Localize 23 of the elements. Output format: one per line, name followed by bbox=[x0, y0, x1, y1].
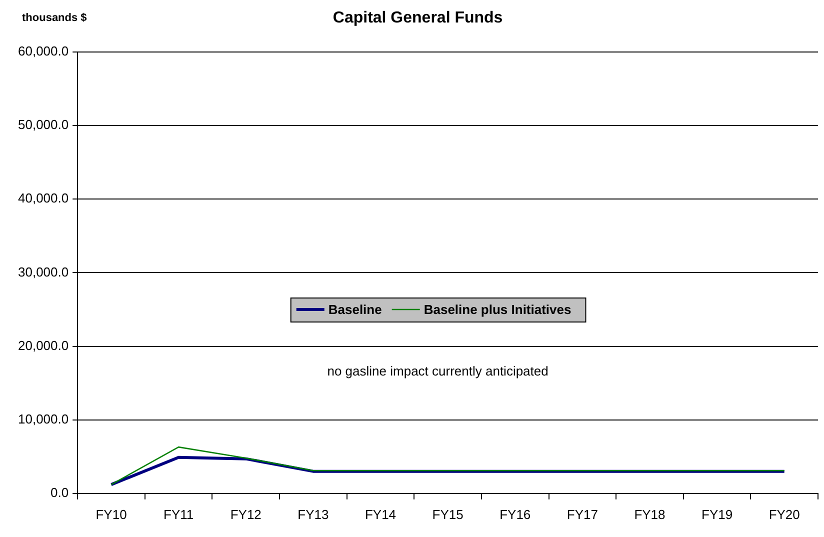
annotation: no gasline impact currently anticipated bbox=[327, 364, 548, 379]
y-tick-label: 10,000.0 bbox=[18, 411, 69, 426]
chart-title: Capital General Funds bbox=[332, 9, 503, 26]
y-axis-title: thousands $ bbox=[22, 12, 87, 24]
y-tick-label: 40,000.0 bbox=[18, 190, 69, 206]
x-tick-label: FY18 bbox=[634, 506, 666, 522]
x-tick-label: FY19 bbox=[702, 506, 733, 522]
y-tick-label: 50,000.0 bbox=[18, 117, 69, 132]
y-tick-label: 20,000.0 bbox=[18, 338, 69, 353]
x-tick-label: FY15 bbox=[432, 506, 464, 522]
x-tick-label: FY11 bbox=[164, 506, 194, 522]
y-tick-label: 60,000.0 bbox=[18, 44, 69, 59]
x-tick-label: FY10 bbox=[96, 506, 127, 522]
x-tick-label: FY17 bbox=[566, 506, 598, 522]
y-tick-label: 0.0 bbox=[50, 484, 69, 500]
x-tick-label: FY16 bbox=[500, 506, 531, 522]
x-tick-label: FY20 bbox=[768, 506, 800, 522]
y-tick-label: 30,000.0 bbox=[18, 264, 69, 280]
legend-label: Baseline plus Initiatives bbox=[424, 302, 572, 318]
legend-label: Baseline bbox=[328, 302, 382, 318]
x-tick-label: FY12 bbox=[230, 506, 262, 522]
x-tick-label: FY13 bbox=[298, 506, 329, 522]
x-tick-label: FY14 bbox=[364, 506, 396, 522]
